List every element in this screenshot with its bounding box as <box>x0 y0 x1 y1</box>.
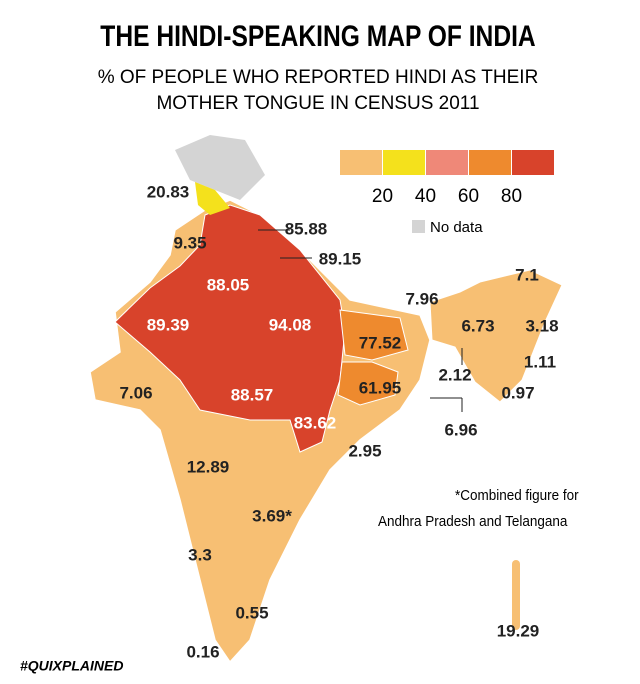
region-value-label: 12.89 <box>187 457 230 476</box>
region-bihar <box>339 309 409 361</box>
region-value-label: 2.95 <box>348 441 381 460</box>
region-value-label: 3.18 <box>525 316 558 335</box>
title: THE HINDI-SPEAKING MAP OF INDIA <box>100 19 536 53</box>
legend-tick-label: 20 <box>372 186 393 207</box>
no-data-label: No data <box>430 219 483 236</box>
legend-tick-label: 60 <box>458 186 479 207</box>
region-value-label: 6.96 <box>444 420 477 439</box>
map <box>89 135 563 664</box>
region-value-label: 94.08 <box>269 315 312 334</box>
legend-swatch <box>512 150 554 175</box>
legend-swatch <box>340 150 382 175</box>
region-value-label: 9.35 <box>173 233 206 252</box>
subtitle: MOTHER TONGUE IN CENSUS 2011 <box>156 93 479 114</box>
region-value-label: 85.88 <box>285 219 328 238</box>
legend-swatch <box>383 150 425 175</box>
footnote: Andhra Pradesh and Telangana <box>378 513 567 530</box>
region-value-label: 0.16 <box>186 642 219 661</box>
region-value-label: 61.95 <box>359 378 402 397</box>
region-value-label: 88.57 <box>231 385 274 404</box>
region-value-label: 88.05 <box>207 275 250 294</box>
region-value-label: 0.55 <box>235 603 268 622</box>
region-value-label: 89.15 <box>319 249 362 268</box>
region-value-label: 2.12 <box>438 365 471 384</box>
region-value-label: 83.62 <box>294 413 337 432</box>
region-value-label: 77.52 <box>359 333 402 352</box>
subtitle: % OF PEOPLE WHO REPORTED HINDI AS THEIR <box>98 67 539 88</box>
credit: #QUIXPLAINED <box>20 658 123 674</box>
region-value-label: 7.1 <box>515 265 539 284</box>
region-northeast <box>429 269 563 403</box>
region-jk <box>195 182 230 215</box>
footnote: *Combined figure for <box>455 487 579 504</box>
region-jharkhand <box>337 361 399 406</box>
region-islands <box>512 560 520 630</box>
legend-swatch <box>426 150 468 175</box>
region-value-label: 6.73 <box>461 316 494 335</box>
region-value-label: 19.29 <box>497 621 540 640</box>
region-value-label: 1.11 <box>524 352 556 371</box>
region-value-label: 3.3 <box>188 545 212 564</box>
region-value-label: 7.96 <box>405 289 438 308</box>
no-data-swatch <box>412 220 425 233</box>
region-value-label: 89.39 <box>147 315 190 334</box>
region-value-label: 3.69* <box>252 506 292 525</box>
legend-tick-label: 40 <box>415 186 436 207</box>
legend-tick-label: 80 <box>501 186 522 207</box>
legend-swatch <box>469 150 511 175</box>
region-no-data <box>175 135 265 200</box>
region-value-label: 7.06 <box>119 383 152 402</box>
region-value-label: 20.83 <box>147 182 190 201</box>
region-value-label: 0.97 <box>501 383 534 402</box>
